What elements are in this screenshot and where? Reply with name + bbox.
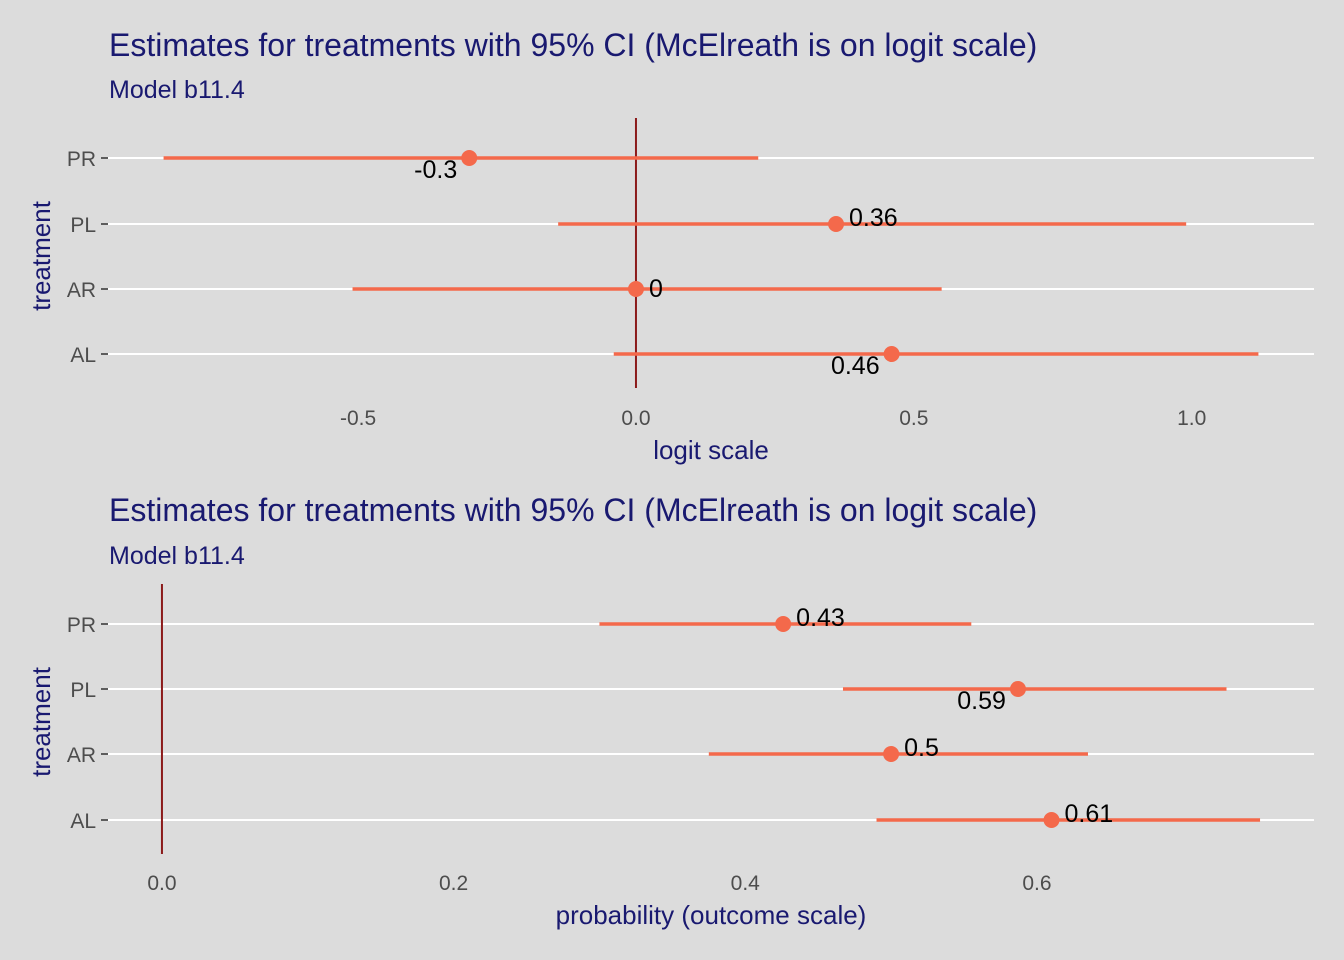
- x-tick-label: 1.0: [1177, 407, 1206, 430]
- data-label: -0.3: [414, 156, 457, 184]
- y-tick-label: PL: [70, 214, 96, 237]
- chart-panel-probability: Estimates for treatments with 95% CI (Mc…: [26, 492, 1314, 930]
- y-axis-title: treatment: [26, 200, 56, 311]
- data-label: 0.46: [831, 352, 880, 380]
- x-tick-label: 0.4: [731, 872, 761, 895]
- x-tick-label: 0.2: [439, 872, 468, 895]
- estimate-point: [461, 150, 478, 166]
- data-label: 0.36: [849, 204, 898, 232]
- grid-layer: [108, 157, 1314, 355]
- estimate-point: [775, 616, 792, 632]
- y-tick-label: AR: [67, 279, 96, 302]
- y-tick-label: PR: [67, 614, 96, 637]
- x-axis-title: logit scale: [653, 435, 769, 465]
- x-tick-label: 0.5: [899, 407, 928, 430]
- estimate-point: [883, 346, 900, 362]
- y-axis: PR PL AR AL: [67, 148, 108, 367]
- chart-title: Estimates for treatments with 95% CI (Mc…: [109, 27, 1037, 63]
- grid-layer: [108, 623, 1314, 821]
- y-axis-title: treatment: [26, 666, 56, 777]
- x-axis-title: probability (outcome scale): [556, 900, 867, 930]
- estimate-point: [828, 216, 845, 232]
- y-tick-label: AL: [70, 810, 96, 833]
- data-label: 0.59: [957, 687, 1006, 715]
- marks-layer: 0.43 0.59 0.5 0.61: [599, 604, 1261, 828]
- chart-panel-logit: Estimates for treatments with 95% CI (Mc…: [26, 27, 1314, 465]
- estimate-point: [1043, 812, 1060, 828]
- chart-subtitle: Model b11.4: [109, 542, 245, 570]
- data-label: 0: [649, 275, 663, 303]
- x-tick-label: 0.6: [1022, 872, 1051, 895]
- x-axis: 0.0 0.2 0.4 0.6: [147, 872, 1051, 895]
- estimate-point: [627, 281, 644, 297]
- data-label: 0.43: [796, 604, 845, 632]
- y-tick-label: PL: [70, 679, 96, 702]
- y-tick-label: AR: [67, 744, 96, 767]
- x-tick-label: 0.0: [621, 407, 650, 430]
- x-tick-label: 0.0: [147, 872, 176, 895]
- marks-layer: -0.3 0.36 0 0.46: [163, 150, 1259, 380]
- x-axis: -0.5 0.0 0.5 1.0: [340, 407, 1206, 430]
- y-tick-label: PR: [67, 148, 96, 171]
- y-tick-label: AL: [70, 344, 96, 367]
- x-tick-label: -0.5: [340, 407, 376, 430]
- estimate-point: [883, 746, 900, 762]
- y-axis: PR PL AR AL: [67, 614, 108, 833]
- data-label: 0.5: [904, 734, 939, 762]
- chart-subtitle: Model b11.4: [109, 76, 245, 104]
- estimate-point: [1009, 681, 1026, 697]
- data-label: 0.61: [1065, 800, 1114, 828]
- chart-title: Estimates for treatments with 95% CI (Mc…: [109, 492, 1037, 528]
